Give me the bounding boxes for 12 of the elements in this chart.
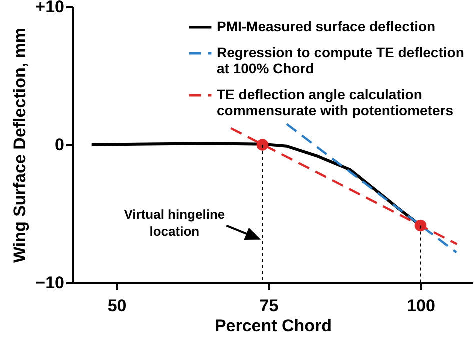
x-tick-label: 100	[407, 296, 436, 316]
annotation: Virtual hingeline location	[124, 206, 226, 239]
y-tick-label: +10	[36, 0, 64, 16]
y-tick-label: 0	[55, 136, 64, 154]
legend-label: TE deflection angle calculation commensurate with potentiometers	[217, 86, 454, 118]
x-tick-label: 50	[108, 296, 127, 316]
x-axis-title: Percent Chord	[214, 316, 332, 336]
x-tick-label: 75	[260, 296, 279, 316]
legend-label: Regression to compute TE deflection at 100% Chord	[217, 44, 464, 76]
legend-label: PMI-Measured surface deflection	[217, 18, 436, 34]
y-axis-title: Wing Surface Deflection, mm	[10, 28, 30, 264]
y-tick-label: −10	[36, 274, 64, 292]
